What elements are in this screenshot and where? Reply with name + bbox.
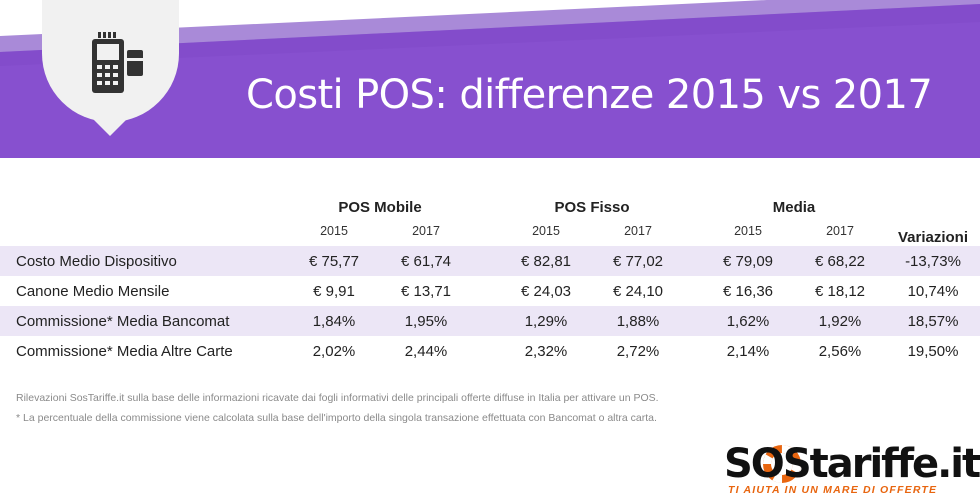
table-cell: 1,92% [794,306,886,336]
variation-cell: 10,74% [907,282,959,300]
table-cell: € 82,81 [500,246,592,276]
table-cell: € 68,22 [794,246,886,276]
variation-cell: 18,57% [886,306,980,336]
table-cell: 2,02% [312,342,356,360]
table-cell: € 16,36 [722,282,774,300]
table-cell: 2,44% [404,342,448,360]
table-year-header-row: 2015 2017 2015 2017 2015 2017 [0,216,980,246]
commission-note: * La percentuale della commissione viene… [16,412,657,424]
table-cell: € 77,02 [592,246,684,276]
page-title: Costi POS: differenze 2015 vs 2017 [246,72,933,118]
group-header-pos-mobile: POS Mobile [338,199,422,216]
lifebuoy-icon [763,445,801,483]
group-header-media: Media [772,199,816,216]
source-note: Rilevazioni SosTariffe.it sulla base del… [16,392,659,404]
table-cell: 2,72% [616,342,660,360]
table-cell: € 24,10 [612,282,664,300]
table-row: Commissione* Media Altre Carte 2,02% 2,4… [0,336,980,366]
logo-tagline: TI AIUTA IN UN MARE DI OFFERTE [728,484,938,496]
group-header-pos-fisso: POS Fisso [554,199,630,216]
table-cell: 2,32% [524,342,568,360]
table-row: Commissione* Media Bancomat 1,84% 1,95% … [0,306,980,336]
row-label: Commissione* Media Altre Carte [16,342,233,360]
table-cell: 2,56% [818,342,862,360]
pos-terminal-icon [92,32,143,93]
year-header: 2015 [532,224,560,238]
table-cell: € 24,03 [520,282,572,300]
table-cell: € 79,09 [702,246,794,276]
header-banner [0,0,980,158]
row-label: Costo Medio Dispositivo [0,246,288,276]
table-row: Costo Medio Dispositivo € 75,77 € 61,74 … [0,246,980,276]
footnotes: Rilevazioni SosTariffe.it sulla base del… [16,388,659,428]
variation-cell: 19,50% [907,342,959,360]
row-label: Commissione* Media Bancomat [0,306,288,336]
year-header: 2017 [412,224,440,238]
table-cell: 1,88% [592,306,684,336]
row-label: Canone Medio Mensile [16,282,170,300]
sostariffe-logo: SOStariffe.it TI AIUTA IN UN MARE DI OFF… [720,442,980,498]
table-cell: 2,14% [726,342,770,360]
table-cell: 1,29% [500,306,592,336]
banner-background [0,0,980,158]
table-cell: € 9,91 [313,282,355,300]
table-cell: € 61,74 [380,246,472,276]
year-header: 2017 [826,224,854,238]
table-cell: 1,84% [288,306,380,336]
variation-cell: -13,73% [886,246,980,276]
table-row: Canone Medio Mensile € 9,91 € 13,71 € 24… [0,276,980,306]
table-cell: 1,95% [380,306,472,336]
year-header: 2015 [734,224,762,238]
logo-wordmark: SOStariffe.it [724,441,980,487]
pos-costs-table: POS Mobile POS Fisso Media Variazioni 20… [0,190,980,366]
table-cell: 1,62% [702,306,794,336]
variation-header: Variazioni [897,229,969,246]
table-cell: € 18,12 [814,282,866,300]
year-header: 2015 [320,224,348,238]
table-cell: € 75,77 [288,246,380,276]
table-cell: € 13,71 [400,282,452,300]
year-header: 2017 [624,224,652,238]
table-group-header-row: POS Mobile POS Fisso Media Variazioni [0,190,980,246]
